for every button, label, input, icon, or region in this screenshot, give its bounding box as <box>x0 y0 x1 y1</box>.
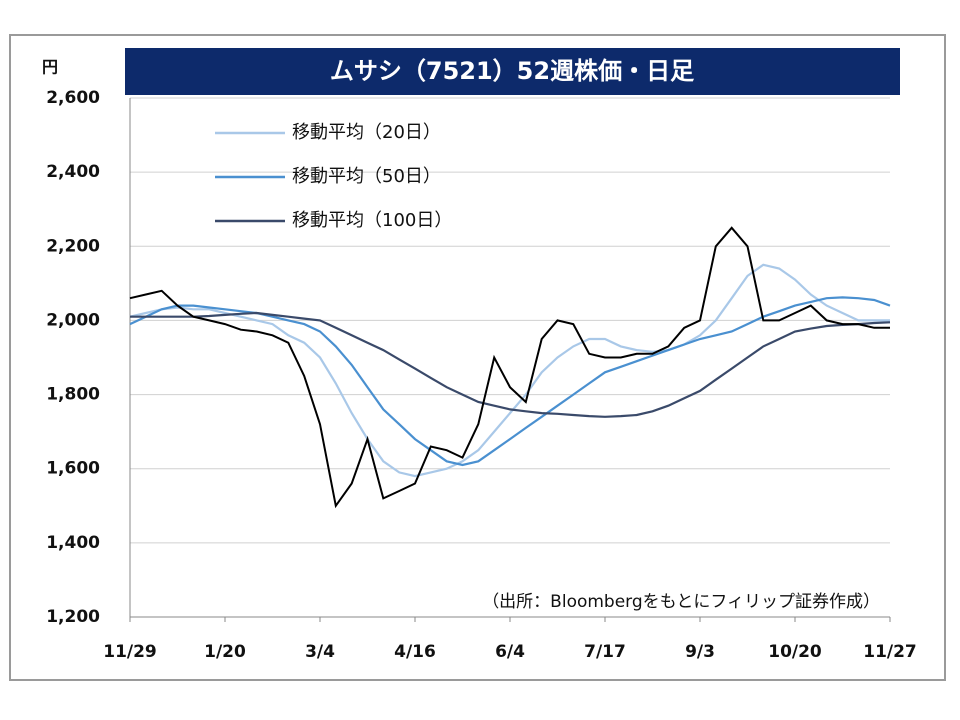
y-tick-label: 1,400 <box>46 533 100 553</box>
x-tick-label: 9/3 <box>685 642 715 662</box>
series-line <box>130 311 891 418</box>
y-tick-label: 2,400 <box>46 162 100 182</box>
x-tick-label: 7/17 <box>584 642 626 662</box>
chart-frame <box>9 34 946 681</box>
x-tick-label: 1/20 <box>204 642 246 662</box>
y-tick-label: 2,000 <box>46 310 100 330</box>
x-tick-label: 11/27 <box>863 642 917 662</box>
series-line <box>129 263 890 478</box>
x-tick-label: 10/20 <box>768 642 822 662</box>
series-line <box>129 226 890 509</box>
x-tick-label: 3/4 <box>305 642 335 662</box>
y-tick-label: 2,200 <box>46 236 100 256</box>
y-tick-label: 2,600 <box>46 88 100 108</box>
legend-label: 移動平均（100日） <box>292 210 452 231</box>
y-tick-label: 1,800 <box>46 385 100 405</box>
x-tick-label: 6/4 <box>495 642 525 662</box>
legend-label: 移動平均（50日） <box>292 166 441 187</box>
y-unit: 円 <box>42 58 58 77</box>
y-tick-label: 1,600 <box>46 459 100 479</box>
x-tick-label: 4/16 <box>394 642 436 662</box>
chart-title: ムサシ（7521）52週株価・日足 <box>330 57 694 85</box>
series-line <box>129 296 891 467</box>
x-tick-label: 11/29 <box>103 642 157 662</box>
source-note: （出所：Bloombergをもとにフィリップ証券作成） <box>482 592 880 612</box>
legend-label: 移動平均（20日） <box>292 122 441 143</box>
title-bar <box>125 48 900 95</box>
y-tick-label: 1,200 <box>46 607 100 627</box>
